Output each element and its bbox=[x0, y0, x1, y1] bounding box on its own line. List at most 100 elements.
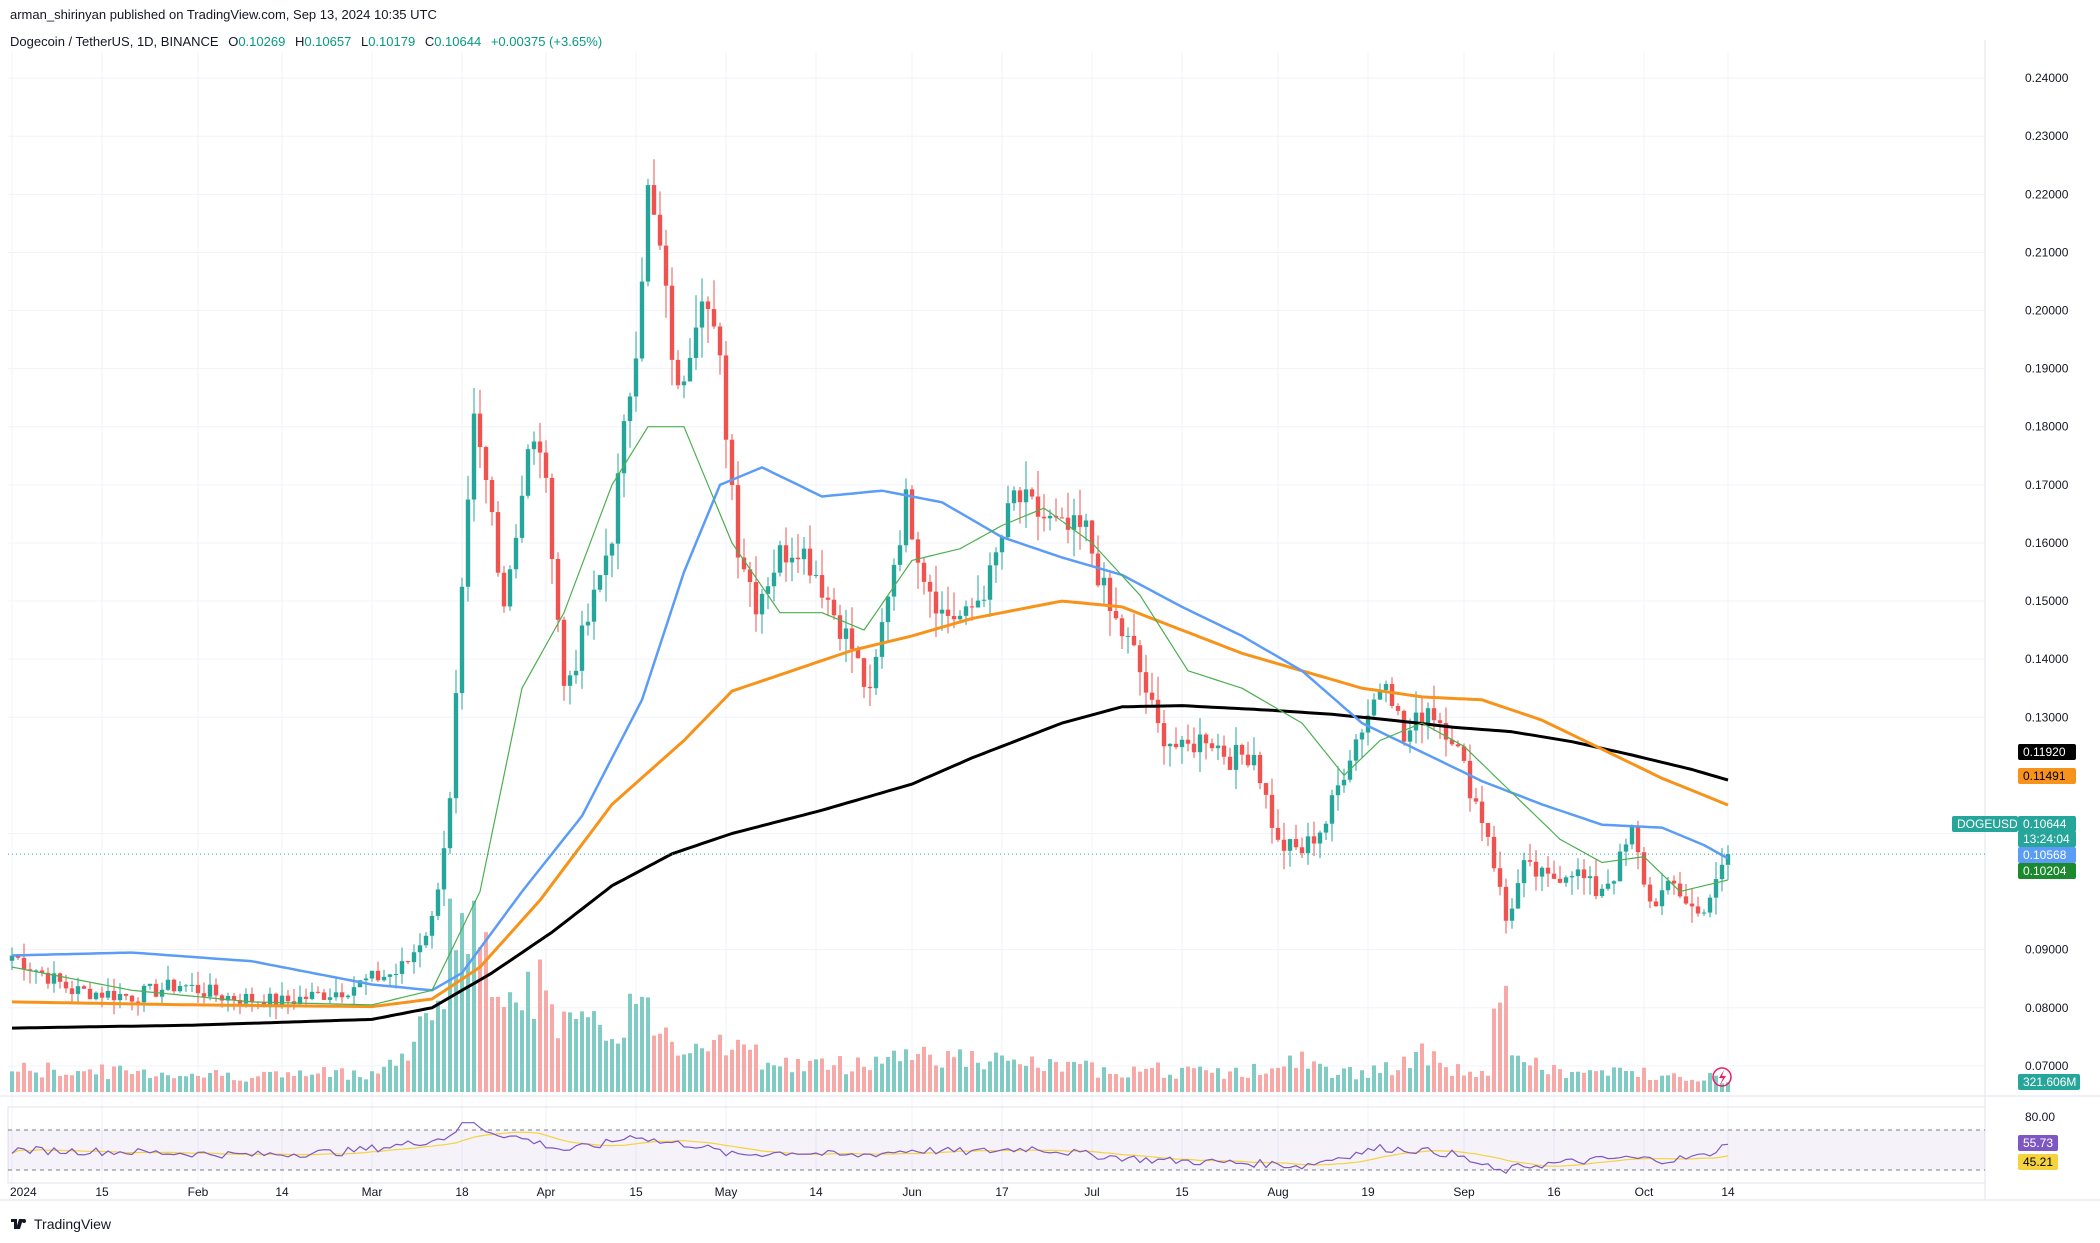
volume-bar bbox=[538, 959, 542, 1092]
candle-body bbox=[1047, 515, 1053, 519]
candle-body bbox=[627, 396, 633, 422]
candle-body bbox=[1437, 720, 1443, 724]
volume-bar bbox=[508, 992, 512, 1092]
volume-bar bbox=[598, 1024, 602, 1092]
candle-body bbox=[183, 985, 189, 987]
volume-bar bbox=[214, 1070, 218, 1092]
price-tick-label: 0.16000 bbox=[2025, 536, 2069, 550]
price-tick-label: 0.14000 bbox=[2025, 652, 2069, 666]
volume-bar bbox=[256, 1076, 260, 1092]
volume-bar bbox=[1246, 1077, 1250, 1092]
candle-body bbox=[15, 955, 21, 958]
volume-bar bbox=[850, 1071, 854, 1092]
candle-body bbox=[777, 545, 783, 573]
candle-body bbox=[1299, 847, 1305, 854]
candle-body bbox=[21, 957, 27, 970]
volume-bar bbox=[184, 1076, 188, 1092]
candle-body bbox=[483, 446, 489, 480]
candle-body bbox=[477, 413, 483, 447]
volume-bar bbox=[1168, 1074, 1172, 1092]
countdown-tag: 13:24:04 bbox=[2018, 831, 2076, 847]
volume-bar bbox=[352, 1070, 356, 1092]
candle-body bbox=[1137, 645, 1143, 673]
candle-body bbox=[705, 301, 711, 310]
candle-body bbox=[1551, 873, 1557, 879]
volume-bar bbox=[1468, 1071, 1472, 1092]
candle-body bbox=[423, 935, 429, 946]
volume-bar bbox=[502, 1006, 506, 1092]
footer-brand[interactable]: TradingView bbox=[10, 1216, 111, 1232]
candle-body bbox=[81, 986, 87, 989]
candle-body bbox=[351, 987, 357, 996]
candle-body bbox=[357, 980, 363, 988]
volume-bar bbox=[1372, 1065, 1376, 1092]
volume-bar bbox=[1450, 1075, 1454, 1092]
candle-body bbox=[171, 979, 177, 992]
volume-bar bbox=[526, 971, 530, 1092]
candle-body bbox=[657, 214, 663, 246]
volume-bar bbox=[70, 1075, 74, 1092]
candle-body bbox=[1467, 760, 1473, 799]
candle-body bbox=[735, 485, 741, 558]
volume-bar bbox=[700, 1048, 704, 1092]
volume-bar bbox=[340, 1068, 344, 1092]
volume-bar bbox=[376, 1073, 380, 1092]
volume-bar bbox=[586, 1017, 590, 1092]
symbol-title[interactable]: Dogecoin / TetherUS, 1D, BINANCE bbox=[10, 34, 219, 49]
volume-bar bbox=[406, 1060, 410, 1092]
candle-body bbox=[129, 995, 135, 1002]
candle-body bbox=[1719, 864, 1725, 880]
volume-bar bbox=[412, 1041, 416, 1092]
candle-body bbox=[1635, 826, 1641, 853]
volume-bar bbox=[922, 1046, 926, 1092]
volume-bar bbox=[106, 1079, 110, 1092]
volume-bar bbox=[622, 1037, 626, 1092]
time-tick-label: 14 bbox=[809, 1185, 823, 1199]
volume-bar bbox=[742, 1044, 746, 1092]
candle-body bbox=[927, 581, 933, 592]
volume-bar bbox=[1366, 1077, 1370, 1092]
candle-body bbox=[759, 593, 765, 615]
volume-bar bbox=[1588, 1070, 1592, 1092]
high-label: H bbox=[294, 34, 305, 49]
volume-bar bbox=[1426, 1065, 1430, 1092]
volume-bar bbox=[1162, 1077, 1166, 1092]
volume-bar bbox=[880, 1063, 884, 1092]
candle-body bbox=[693, 327, 699, 358]
candle-body bbox=[531, 441, 537, 450]
candle-body bbox=[363, 978, 369, 981]
volume-bar bbox=[496, 996, 500, 1092]
volume-bar bbox=[802, 1071, 806, 1092]
volume-bar bbox=[1432, 1051, 1436, 1092]
candle-body bbox=[285, 995, 291, 1002]
candle-body bbox=[471, 413, 477, 500]
candle-body bbox=[1557, 878, 1563, 883]
time-tick-label: Apr bbox=[537, 1185, 556, 1199]
volume-bar bbox=[1330, 1077, 1334, 1092]
volume-bar bbox=[1060, 1071, 1064, 1092]
volume-bar bbox=[916, 1053, 920, 1092]
candle-body bbox=[1539, 867, 1545, 877]
candle-body bbox=[1425, 708, 1431, 725]
candle-body bbox=[1263, 783, 1269, 795]
candle-body bbox=[537, 441, 543, 453]
candle-body bbox=[105, 990, 111, 998]
candle-body bbox=[279, 995, 285, 1006]
volume-bar bbox=[46, 1062, 50, 1092]
ma-black-price-tag: 0.11920 bbox=[2018, 744, 2076, 760]
candle-body bbox=[1377, 689, 1383, 700]
candle-body bbox=[1107, 577, 1113, 612]
candle-body bbox=[153, 983, 159, 997]
ma-orange-price-tag: 0.11491 bbox=[2018, 768, 2076, 784]
candle-body bbox=[1353, 739, 1359, 761]
candle-body bbox=[1527, 860, 1533, 862]
candle-body bbox=[1101, 577, 1107, 586]
volume-bar bbox=[952, 1057, 956, 1092]
volume-bar bbox=[166, 1075, 170, 1092]
volume-bar bbox=[436, 1000, 440, 1092]
candle-body bbox=[267, 993, 273, 1008]
volume-bar bbox=[154, 1076, 158, 1092]
candle-body bbox=[1485, 823, 1491, 837]
volume-bar bbox=[142, 1069, 146, 1092]
